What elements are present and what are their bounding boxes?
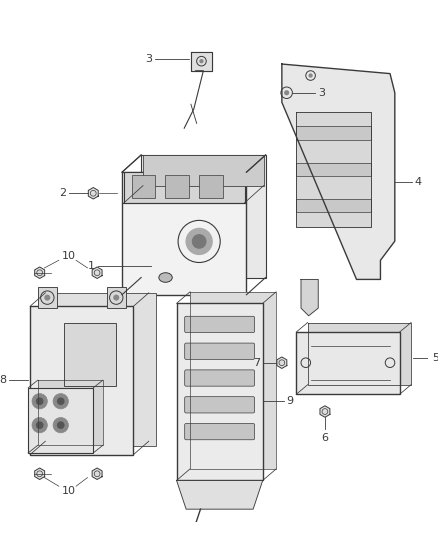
Polygon shape (320, 406, 330, 417)
Polygon shape (88, 188, 98, 199)
Polygon shape (308, 322, 411, 385)
Bar (124, 172, 244, 203)
Bar (131, 175, 155, 198)
Text: 3: 3 (318, 88, 325, 98)
Circle shape (36, 398, 43, 405)
Bar (38, 287, 57, 308)
Text: 4: 4 (414, 177, 421, 188)
FancyBboxPatch shape (185, 370, 254, 386)
FancyBboxPatch shape (185, 397, 254, 413)
Circle shape (185, 228, 213, 255)
Bar (46, 293, 156, 446)
Polygon shape (191, 52, 212, 71)
Bar (177, 303, 263, 480)
Polygon shape (92, 468, 102, 480)
Bar (198, 175, 223, 198)
Text: 6: 6 (321, 433, 328, 442)
FancyBboxPatch shape (185, 424, 254, 440)
Polygon shape (190, 292, 276, 469)
Ellipse shape (159, 273, 172, 282)
Bar (122, 172, 247, 295)
Text: 8: 8 (0, 375, 6, 385)
Circle shape (192, 234, 207, 249)
Polygon shape (282, 64, 395, 279)
Polygon shape (296, 126, 371, 140)
Circle shape (113, 295, 119, 301)
Bar (28, 388, 93, 453)
Polygon shape (177, 480, 263, 509)
Text: 10: 10 (61, 486, 75, 496)
Bar (165, 175, 189, 198)
FancyBboxPatch shape (185, 316, 254, 333)
Text: 5: 5 (432, 353, 438, 363)
Bar (107, 287, 126, 308)
Polygon shape (35, 468, 45, 480)
Circle shape (57, 398, 64, 405)
Bar (296, 332, 399, 394)
Polygon shape (301, 279, 318, 316)
Polygon shape (38, 380, 103, 445)
Circle shape (284, 90, 289, 95)
Polygon shape (277, 357, 287, 368)
Text: 3: 3 (145, 54, 152, 64)
Circle shape (44, 295, 50, 301)
Bar (30, 306, 134, 455)
Circle shape (57, 422, 64, 429)
Polygon shape (35, 267, 45, 278)
Circle shape (53, 417, 68, 433)
Circle shape (308, 74, 313, 78)
Text: 7: 7 (253, 358, 260, 368)
Text: 1: 1 (88, 261, 95, 271)
Polygon shape (296, 112, 371, 227)
Circle shape (32, 393, 47, 409)
Polygon shape (92, 267, 102, 278)
Text: 9: 9 (286, 396, 294, 406)
Bar (143, 155, 264, 185)
Circle shape (32, 417, 47, 433)
Circle shape (53, 393, 68, 409)
Text: 10: 10 (61, 252, 75, 262)
Polygon shape (296, 163, 371, 176)
Bar (141, 155, 265, 278)
Circle shape (199, 59, 204, 63)
FancyBboxPatch shape (185, 343, 254, 359)
Polygon shape (296, 199, 371, 213)
Circle shape (36, 422, 43, 429)
Text: 2: 2 (59, 188, 67, 198)
Bar (64, 324, 116, 386)
